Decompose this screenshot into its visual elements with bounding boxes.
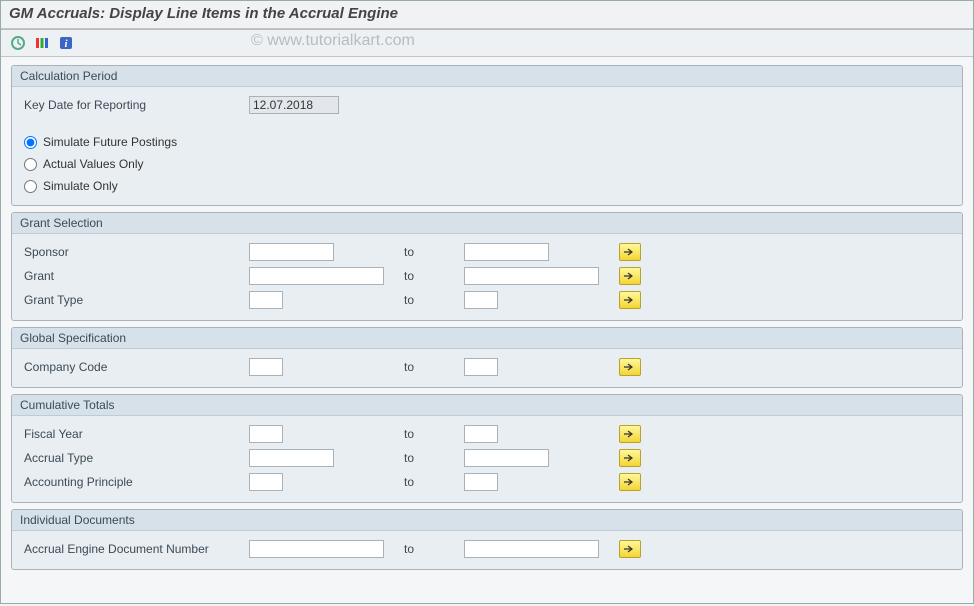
to-label: to [404, 293, 464, 307]
to-label: to [404, 542, 464, 556]
fiscal-year-to-input[interactable] [464, 425, 498, 443]
group-legend: Individual Documents [12, 510, 962, 531]
grant-type-to-input[interactable] [464, 291, 498, 309]
info-icon[interactable]: i [57, 34, 75, 52]
radio-label: Simulate Only [43, 179, 118, 193]
accounting-principle-from-input[interactable] [249, 473, 283, 491]
fiscal-year-label: Fiscal Year [24, 427, 249, 441]
watermark-text: © www.tutorialkart.com [251, 32, 415, 50]
to-label: to [404, 360, 464, 374]
radio-label: Actual Values Only [43, 157, 144, 171]
multiple-selection-button[interactable] [619, 449, 641, 467]
sponsor-label: Sponsor [24, 245, 249, 259]
doc-number-from-input[interactable] [249, 540, 384, 558]
accounting-principle-to-input[interactable] [464, 473, 498, 491]
accrual-type-from-input[interactable] [249, 449, 334, 467]
group-legend: Grant Selection [12, 213, 962, 234]
toolbar: i © www.tutorialkart.com [1, 30, 973, 57]
multiple-selection-button[interactable] [619, 425, 641, 443]
doc-number-label: Accrual Engine Document Number [24, 542, 249, 556]
grant-type-label: Grant Type [24, 293, 249, 307]
multiple-selection-button[interactable] [619, 358, 641, 376]
app-frame: GM Accruals: Display Line Items in the A… [0, 0, 974, 604]
radio-simulate-only[interactable] [24, 180, 37, 193]
group-calculation-period: Calculation Period Key Date for Reportin… [11, 65, 963, 206]
group-legend: Cumulative Totals [12, 395, 962, 416]
grant-label: Grant [24, 269, 249, 283]
to-label: to [404, 245, 464, 259]
to-label: to [404, 269, 464, 283]
group-legend: Global Specification [12, 328, 962, 349]
page-title: GM Accruals: Display Line Items in the A… [9, 5, 398, 22]
multiple-selection-button[interactable] [619, 473, 641, 491]
multiple-selection-button[interactable] [619, 540, 641, 558]
accounting-principle-label: Accounting Principle [24, 475, 249, 489]
multiple-selection-button[interactable] [619, 267, 641, 285]
group-cumulative-totals: Cumulative Totals Fiscal Year to Accrual… [11, 394, 963, 503]
accrual-type-to-input[interactable] [464, 449, 549, 467]
group-grant-selection: Grant Selection Sponsor to Grant to [11, 212, 963, 321]
doc-number-to-input[interactable] [464, 540, 599, 558]
key-date-input[interactable] [249, 96, 339, 114]
variants-icon[interactable] [33, 34, 51, 52]
radio-label: Simulate Future Postings [43, 135, 177, 149]
fiscal-year-from-input[interactable] [249, 425, 283, 443]
company-code-to-input[interactable] [464, 358, 498, 376]
group-global-specification: Global Specification Company Code to [11, 327, 963, 388]
radio-actual-only[interactable] [24, 158, 37, 171]
group-individual-documents: Individual Documents Accrual Engine Docu… [11, 509, 963, 570]
execute-icon[interactable] [9, 34, 27, 52]
content-area: Calculation Period Key Date for Reportin… [1, 57, 973, 578]
multiple-selection-button[interactable] [619, 243, 641, 261]
grant-from-input[interactable] [249, 267, 384, 285]
radio-simulate-future[interactable] [24, 136, 37, 149]
grant-type-from-input[interactable] [249, 291, 283, 309]
company-code-label: Company Code [24, 360, 249, 374]
key-date-label: Key Date for Reporting [24, 98, 249, 112]
sponsor-from-input[interactable] [249, 243, 334, 261]
to-label: to [404, 427, 464, 441]
to-label: to [404, 475, 464, 489]
title-bar: GM Accruals: Display Line Items in the A… [1, 1, 973, 29]
group-legend: Calculation Period [12, 66, 962, 87]
accrual-type-label: Accrual Type [24, 451, 249, 465]
to-label: to [404, 451, 464, 465]
multiple-selection-button[interactable] [619, 291, 641, 309]
sponsor-to-input[interactable] [464, 243, 549, 261]
company-code-from-input[interactable] [249, 358, 283, 376]
grant-to-input[interactable] [464, 267, 599, 285]
